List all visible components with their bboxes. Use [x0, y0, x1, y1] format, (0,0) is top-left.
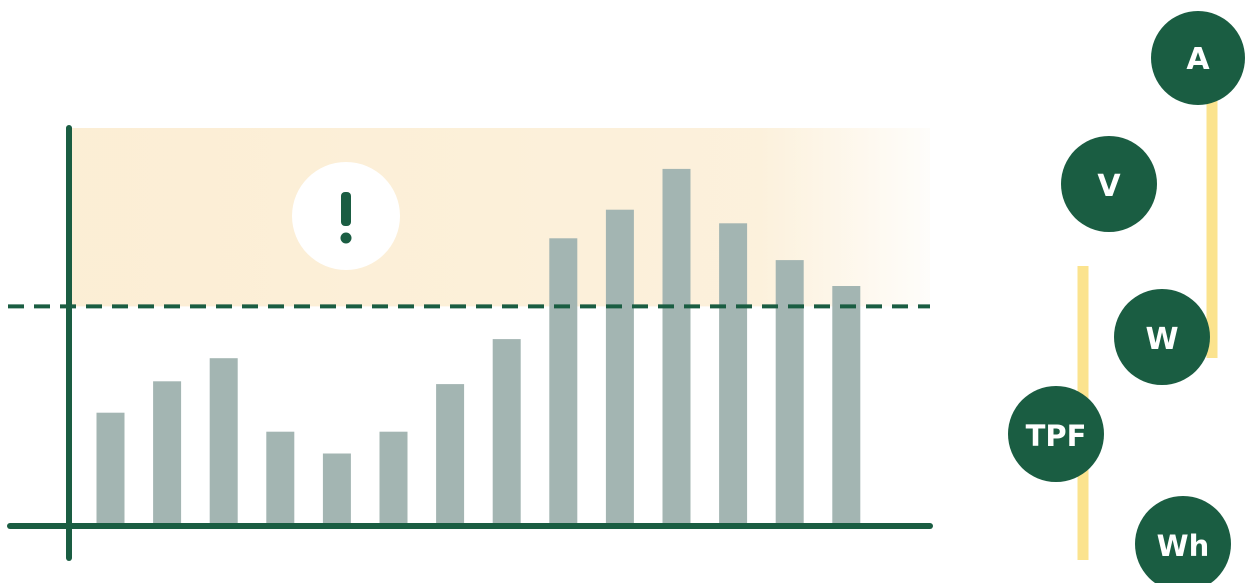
badge-v: V — [1061, 136, 1157, 232]
warning-badge — [292, 162, 400, 270]
bar — [832, 286, 861, 523]
badge-wh: Wh — [1135, 496, 1231, 583]
bar — [266, 431, 295, 523]
badge-w: W — [1114, 289, 1210, 385]
unit-badges: A V W TPF Wh — [1008, 11, 1245, 583]
bar — [209, 358, 238, 523]
bar — [662, 168, 691, 523]
bar — [549, 238, 578, 524]
bar-series — [96, 168, 861, 524]
bar — [492, 339, 521, 523]
badge-a: A — [1151, 11, 1245, 105]
bar — [605, 209, 634, 523]
exclamation-icon — [340, 192, 352, 244]
bar — [436, 384, 465, 523]
badge-label-v: V — [1097, 169, 1121, 204]
bar-chart — [7, 125, 933, 561]
bar — [775, 260, 804, 523]
badge-label-a: A — [1186, 42, 1210, 77]
badge-label-wh: Wh — [1157, 529, 1210, 563]
bar — [96, 412, 125, 523]
bar — [153, 381, 182, 523]
badge-label-w: W — [1145, 322, 1178, 357]
badge-label-tpf: TPF — [1026, 419, 1087, 453]
bar — [322, 453, 351, 523]
bar — [379, 431, 408, 523]
badge-tpf: TPF — [1008, 386, 1104, 482]
bar — [719, 223, 748, 524]
